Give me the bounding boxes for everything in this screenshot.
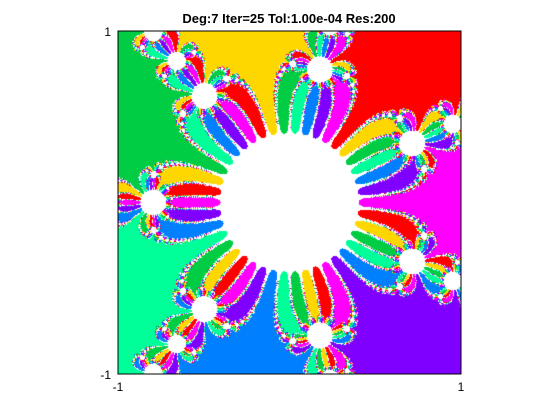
plot-frame xyxy=(117,30,462,375)
chart-title: Deg:7 Iter=25 Tol:1.00e-04 Res:200 xyxy=(182,11,395,26)
basin-heatmap xyxy=(118,31,461,374)
x-tick-label-max: 1 xyxy=(458,380,465,394)
y-tick-label-min: -1 xyxy=(100,368,111,382)
x-tick-label-min: -1 xyxy=(113,380,124,394)
y-tick-label-max: 1 xyxy=(104,25,111,39)
